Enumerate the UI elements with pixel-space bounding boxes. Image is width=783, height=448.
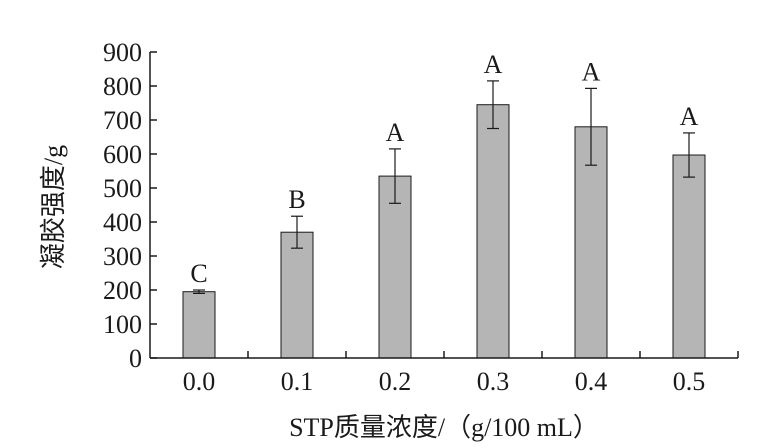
y-ticks: 0 100 200 300 400 500 600 700 800 900 bbox=[103, 38, 157, 373]
y-tick-label: 600 bbox=[103, 140, 142, 169]
significance-label: A bbox=[582, 57, 601, 86]
x-tick-label: 0.4 bbox=[575, 367, 608, 396]
bars-layer: C B A A A A bbox=[182, 50, 706, 359]
bar bbox=[182, 291, 216, 359]
significance-label: A bbox=[484, 50, 503, 79]
x-tick-label: 0.5 bbox=[673, 367, 706, 396]
x-tick-label: 0.3 bbox=[477, 367, 510, 396]
y-tick-label: 300 bbox=[103, 242, 142, 271]
x-tick-label: 0.1 bbox=[281, 367, 314, 396]
significance-label: C bbox=[190, 259, 207, 288]
x-tick-label: 0.2 bbox=[379, 367, 412, 396]
y-tick-label: 100 bbox=[103, 310, 142, 339]
error-bar bbox=[389, 148, 401, 204]
x-axis-title: STP质量浓度/（g/100 mL） bbox=[289, 413, 599, 442]
x-tick-label: 0.0 bbox=[183, 367, 216, 396]
error-bar bbox=[193, 289, 205, 294]
y-tick-label: 800 bbox=[103, 72, 142, 101]
error-bar bbox=[291, 215, 303, 249]
significance-label: A bbox=[386, 118, 405, 147]
error-bar bbox=[487, 80, 499, 130]
y-tick-label: 400 bbox=[103, 208, 142, 237]
y-tick-label: 700 bbox=[103, 106, 142, 135]
significance-label: A bbox=[680, 102, 699, 131]
axes-layer bbox=[149, 52, 738, 359]
bar bbox=[476, 104, 510, 359]
bar bbox=[280, 231, 314, 359]
y-tick-label: 900 bbox=[103, 38, 142, 67]
significance-label: B bbox=[288, 185, 305, 214]
bar bbox=[672, 154, 706, 359]
y-axis-title: 凝胶强度/g bbox=[39, 145, 68, 269]
y-tick-label: 500 bbox=[103, 174, 142, 203]
error-bar bbox=[683, 132, 695, 178]
y-tick-label: 200 bbox=[103, 276, 142, 305]
y-tick-label: 0 bbox=[129, 344, 142, 373]
x-ticks: 0.0 0.1 0.2 0.3 0.4 0.5 bbox=[183, 351, 739, 396]
error-bar bbox=[585, 87, 597, 166]
